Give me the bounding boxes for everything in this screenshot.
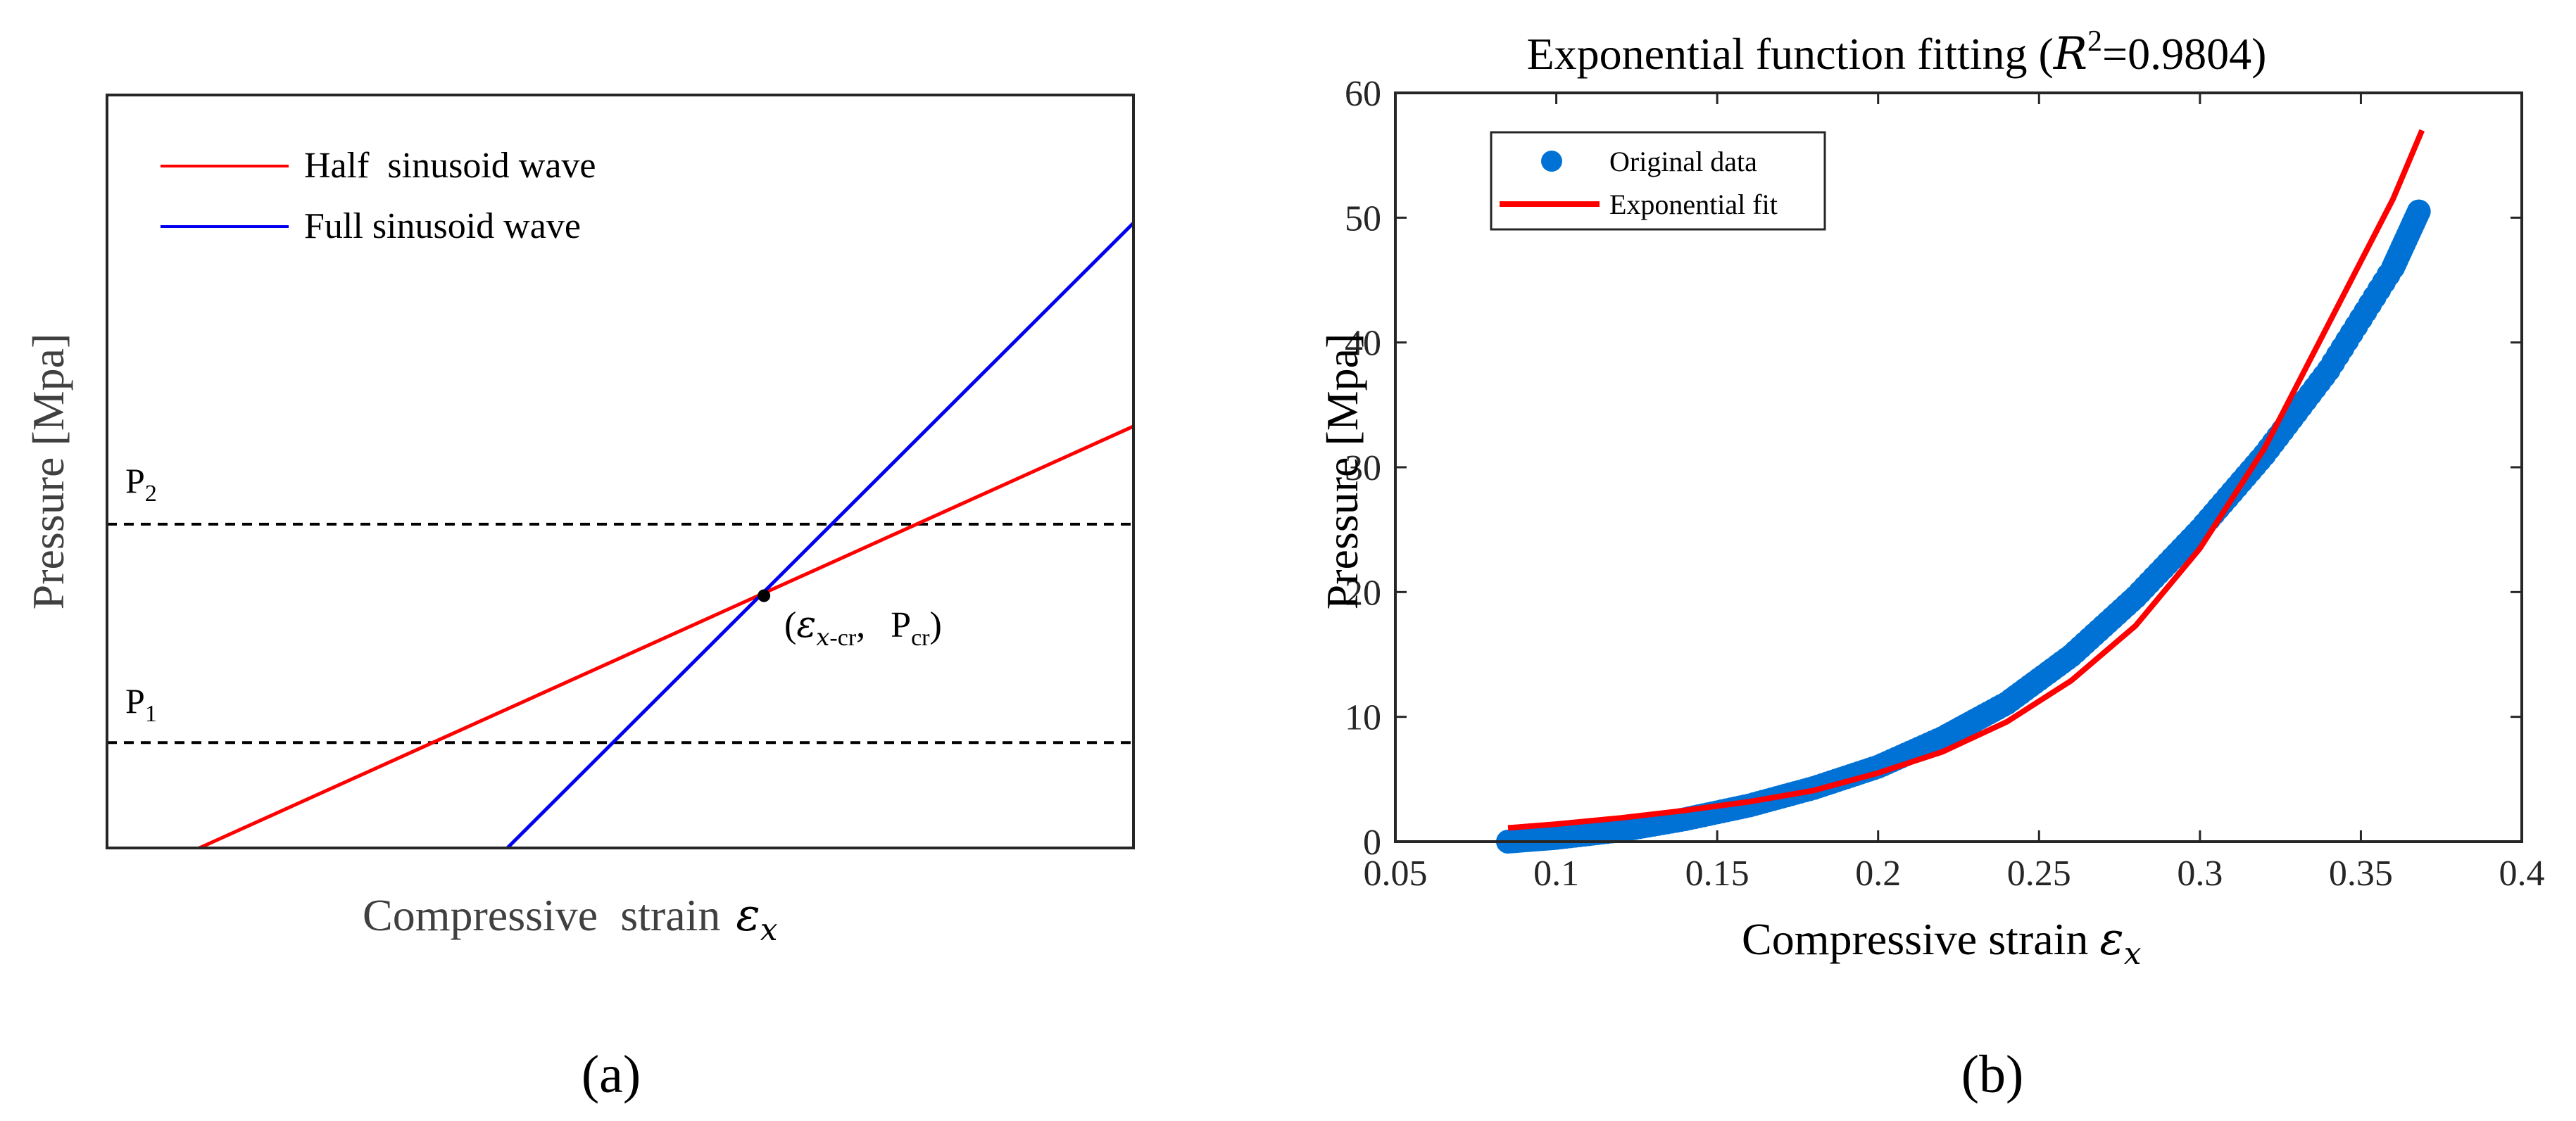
y-tick-label: 40 — [1345, 324, 1381, 364]
y-tick-label: 10 — [1345, 698, 1381, 738]
panel-b-title-r: R — [2053, 28, 2087, 80]
panel-b-title: Exponential function fitting (R2=0.9804) — [1527, 25, 2267, 80]
p1-label-sub: 1 — [145, 701, 157, 727]
panel-a-xlabel-text: Compressive strain — [363, 890, 720, 940]
panel-a-series-layer — [107, 222, 1135, 850]
panel-b-xlabel-sub: x — [2124, 936, 2142, 972]
x-tick-label: 0.1 — [1533, 854, 1579, 894]
panel-a-ylabel: Pressure [Mpa] — [23, 334, 73, 610]
crit-eps-sub: x — [816, 623, 829, 652]
panel-b-caption: (b) — [1961, 1045, 2024, 1104]
p1-label: P1 — [125, 681, 157, 727]
panel-a-xlabel-sub: x — [760, 912, 778, 948]
y-tick-label: 0 — [1363, 823, 1381, 863]
p1-label-main: P — [125, 681, 145, 721]
legend-half-sinusoid-label: Half sinusoid wave — [304, 146, 596, 186]
y-tick-label: 30 — [1345, 448, 1381, 488]
legend-original-data-marker — [1541, 151, 1562, 172]
x-tick-label: 0.05 — [1364, 854, 1428, 894]
data-point — [2406, 199, 2431, 224]
p2-label-sub: 2 — [145, 481, 157, 507]
panel-a-legend: Half sinusoid wave Full sinusoid wave — [161, 146, 596, 246]
panel-b-plot-frame — [1394, 91, 2523, 843]
full-sinusoid-line — [505, 222, 1135, 849]
crit-open: ( — [784, 605, 796, 645]
panel-b-legend: Original data Exponential fit — [1490, 131, 1826, 231]
y-tick-label: 60 — [1345, 74, 1381, 114]
original-data-series — [1496, 199, 2431, 854]
p2-label: P2 — [125, 461, 157, 507]
crit-p: P — [891, 605, 911, 645]
panel-b-title-sup: 2 — [2087, 25, 2102, 58]
legend-original-data-label: Original data — [1609, 146, 1757, 177]
panel-b-series-layer — [1496, 129, 2431, 854]
critical-point-marker — [758, 589, 771, 602]
legend-exponential-fit-label: Exponential fit — [1609, 189, 1778, 220]
crit-close: ) — [930, 605, 942, 645]
panel-b-ticks-layer: 0.05 0.1 0.15 0.2 0.25 0.3 0.35 0.4 0 10 20 30 40 50 6… — [1345, 74, 2545, 894]
x-tick-label: 0.4 — [2499, 854, 2545, 894]
legend-full-sinusoid-label: Full sinusoid wave — [304, 206, 581, 246]
panel-a-caption: (a) — [582, 1045, 641, 1104]
crit-eps-sub2: -cr — [829, 625, 856, 651]
x-tick-label: 0.35 — [2329, 854, 2393, 894]
panel-b-ylabel: Pressure [Mpa] — [1317, 334, 1367, 610]
y-tick-label: 50 — [1345, 198, 1381, 239]
panel-b-title-rest: =0.9804) — [2102, 29, 2266, 79]
panel-b-title-text: Exponential function fitting ( — [1527, 29, 2054, 79]
x-tick-label: 0.3 — [2177, 854, 2223, 894]
panel-b: Exponential function fitting (R2=0.9804)… — [1317, 25, 2545, 1104]
x-tick-label: 0.25 — [2007, 854, 2071, 894]
p2-label-main: P — [125, 461, 145, 500]
y-tick-label: 20 — [1345, 573, 1381, 613]
x-tick-label: 0.2 — [1855, 854, 1901, 894]
panel-a-xlabel: Compressive strain εx — [363, 889, 778, 948]
panel-b-xlabel-text: Compressive strain — [1742, 914, 2099, 964]
panel-b-xlabel-symbol: ε — [2099, 913, 2123, 965]
critical-point-label: (εx-cr, Pcr) — [784, 604, 942, 652]
panel-b-xlabel: Compressive strain εx — [1742, 913, 2142, 972]
crit-sep: , — [856, 605, 865, 645]
panel-a-plot-frame — [106, 94, 1135, 849]
crit-p-sub: cr — [911, 625, 930, 651]
exponential-fit-line — [1507, 129, 2425, 831]
panel-a-xlabel-symbol: ε — [736, 889, 760, 942]
half-sinusoid-line — [199, 424, 1135, 850]
panel-b-legend-box — [1490, 131, 1826, 231]
x-tick-label: 0.15 — [1685, 854, 1749, 894]
crit-eps: ε — [796, 604, 816, 646]
panel-a: Half sinusoid wave Full sinusoid wave P2… — [23, 94, 1135, 1104]
